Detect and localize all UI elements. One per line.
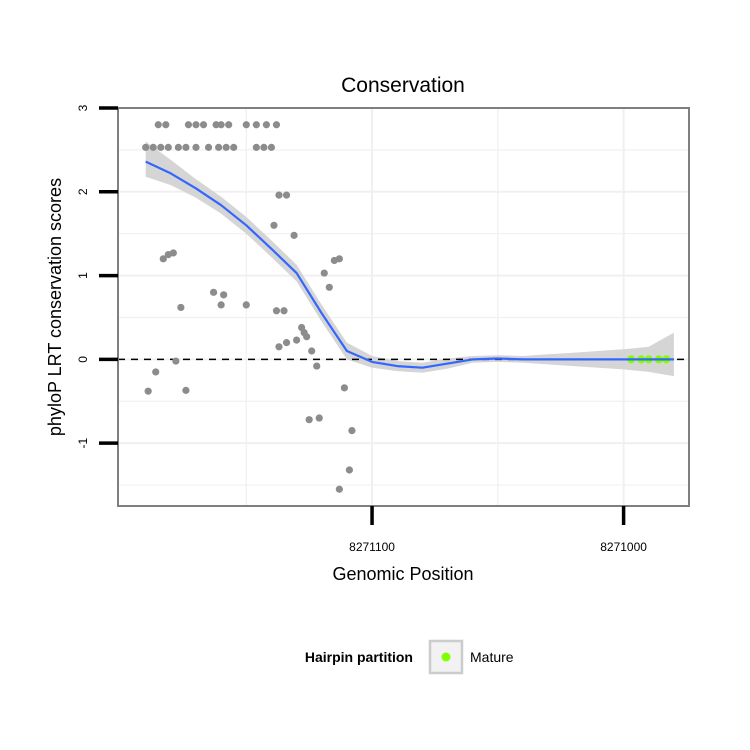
scatter-points [142,121,671,493]
data-point [212,121,220,129]
y-tick-label: 1 [76,272,90,279]
data-point [345,466,354,474]
data-point [209,288,218,296]
data-point [184,121,193,129]
data-point [149,143,157,151]
confidence-ribbon-layer [145,141,674,377]
data-point [220,291,228,299]
data-point [159,255,167,263]
data-point [225,121,233,129]
data-point [242,121,250,129]
smooth-line-layer [145,160,674,369]
x-axis-title: Genomic Position [332,564,473,584]
plot-panel-border [117,107,690,507]
data-point [172,357,180,365]
data-point [280,307,288,315]
data-point [222,143,230,151]
data-point [142,143,150,151]
confidence-ribbon [145,141,674,377]
data-point [252,143,260,151]
legend-key-mature-dot [441,652,451,662]
data-point [157,143,165,151]
data-point [177,303,185,312]
data-point [292,336,301,344]
data-point [348,426,356,435]
data-point [169,249,177,257]
x-tick-label: 8271100 [349,540,395,554]
data-point [313,362,321,370]
y-axis-title: phyloP LRT conservation scores [45,178,65,436]
data-point [199,121,208,129]
data-point [192,121,200,129]
data-point [282,339,291,347]
data-point [275,191,283,199]
smooth-line [145,160,674,369]
data-point [164,143,172,151]
data-point [272,307,281,315]
data-point [282,191,291,199]
data-point [204,143,213,151]
data-point [315,414,323,422]
y-tick-label: 2 [76,188,90,195]
data-point [192,143,200,151]
data-point [217,301,225,309]
legend-title: Hairpin partition [305,649,413,665]
y-tick-label: 3 [76,104,90,111]
data-point [303,333,311,341]
data-point [215,143,223,151]
data-point [182,386,190,394]
x-tick-label: 8271000 [600,540,647,554]
data-point [260,143,268,151]
data-point [325,283,333,291]
data-point [242,301,250,309]
data-point [320,269,328,277]
data-point [154,121,162,129]
legend-label-mature: Mature [470,649,514,665]
x-axis: 8271100 8271000 [349,506,647,554]
data-point [275,343,283,351]
y-tick-label: -1 [76,437,90,448]
chart-title: Conservation [341,74,465,97]
data-point [174,143,182,151]
data-point [262,121,271,129]
data-point [308,347,316,355]
data-point [335,485,343,493]
data-point [252,121,260,129]
data-point [152,368,160,376]
data-point [335,255,343,263]
data-point [230,143,238,151]
data-point [162,121,170,129]
data-point [272,121,281,129]
data-point [340,384,348,392]
y-axis: -1 0 1 2 3 [76,104,118,448]
legend: Hairpin partition Mature [305,639,514,675]
data-point [270,221,278,229]
data-point [182,143,190,151]
data-point [217,121,225,129]
grid [118,107,689,506]
data-point [267,143,276,151]
y-tick-label: 0 [76,356,90,363]
data-point [305,416,313,424]
data-point [290,231,298,239]
data-point [144,387,152,395]
